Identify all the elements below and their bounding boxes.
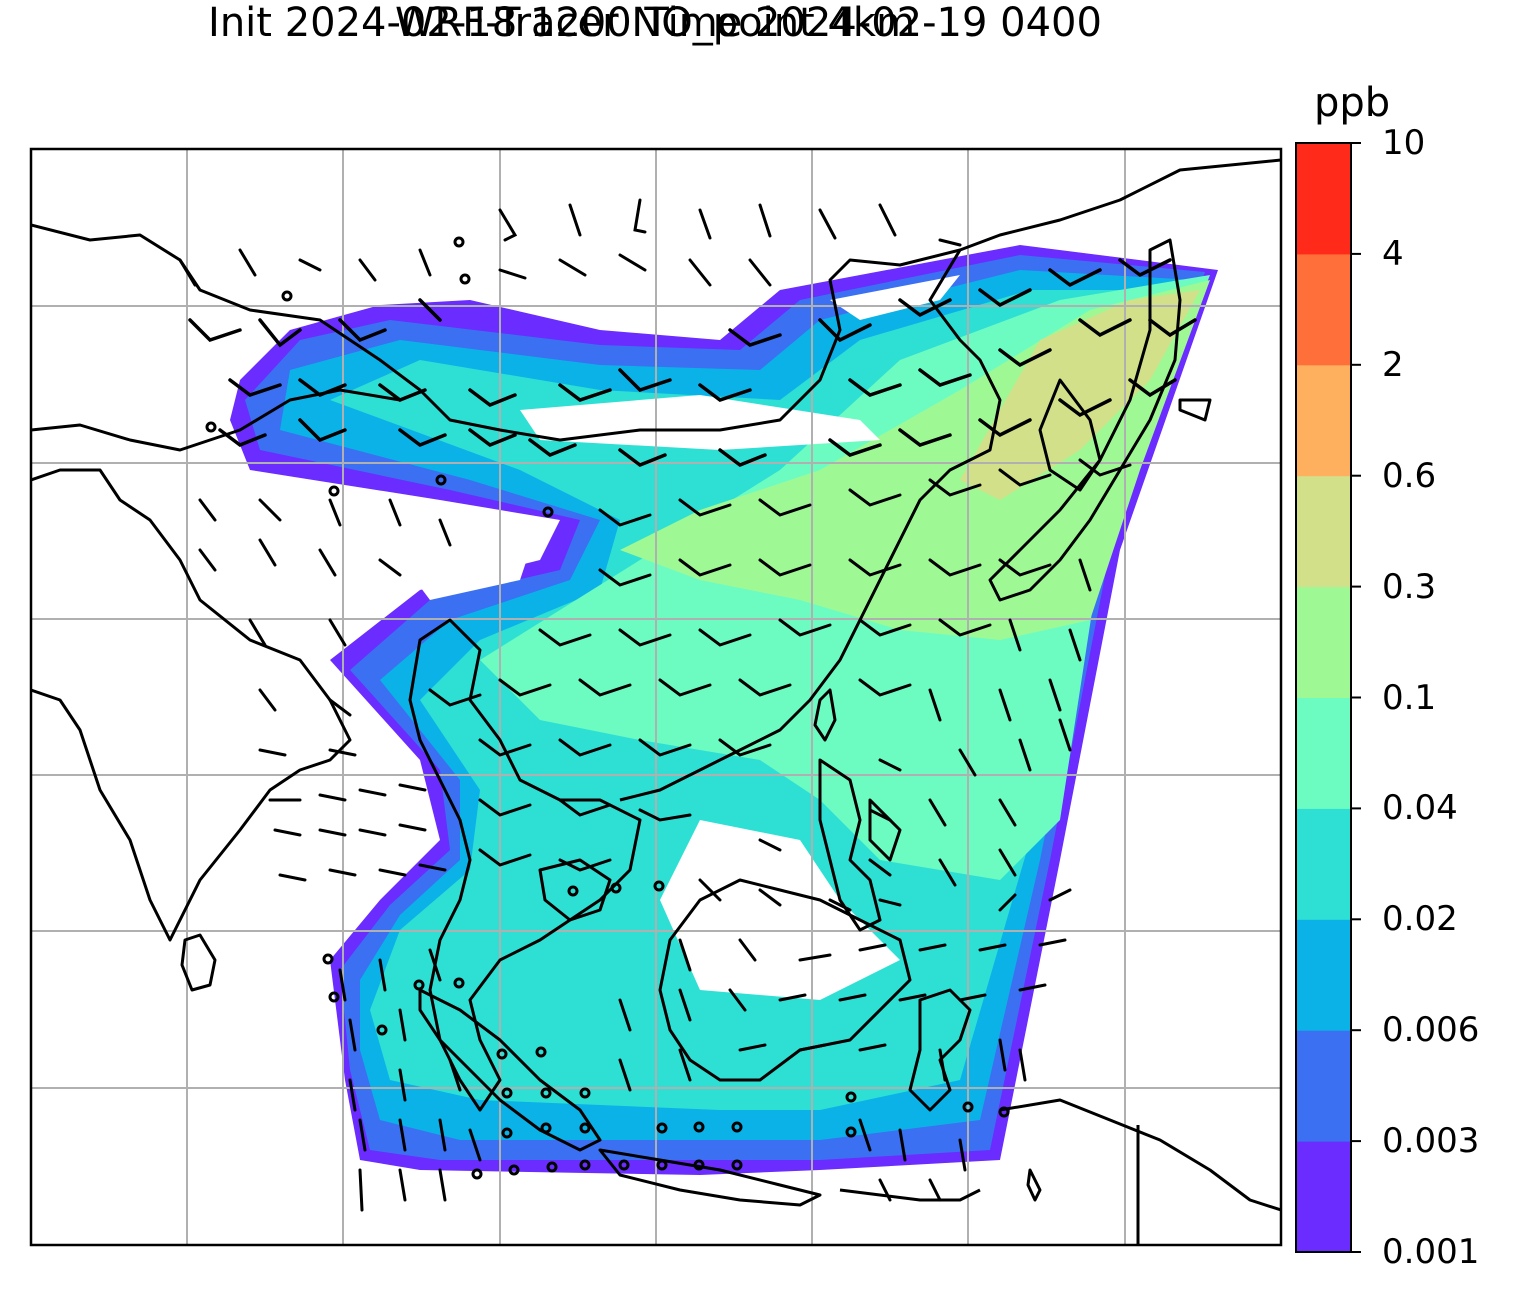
- wind-barb-row-1: [498, 198, 897, 242]
- map-axes-frame: [29, 147, 1283, 1247]
- colorbar-tick-label: 0.3: [1382, 566, 1437, 607]
- colorbar-tick-label: 0.6: [1382, 455, 1437, 496]
- wind-barb-row-12: [273, 823, 1017, 887]
- colorbar-unit-label: ppb: [1314, 80, 1391, 126]
- wind-barb-row-8: [248, 618, 1082, 662]
- colorbar-segment: [1296, 919, 1351, 1031]
- colorbar-segment: [1296, 253, 1351, 366]
- colorbar-tick-label: 0.1: [1382, 677, 1437, 718]
- colorbar: [1295, 142, 1361, 1253]
- colorbar-tick-label: 0.02: [1382, 899, 1458, 940]
- wind-barb-row-6: [198, 458, 1132, 547]
- map-title-line2: Init 2024-02-18 1200 Time 2024-02-19 040…: [208, 0, 1102, 46]
- colorbar-tick-label: 10: [1382, 123, 1426, 163]
- wind-barb-row-5: [218, 378, 1177, 467]
- colorbar-segment: [1296, 808, 1351, 920]
- tracer-band-03: [960, 290, 1200, 500]
- colorbar-segment: [1296, 697, 1351, 809]
- colorbar-segment: [1296, 1141, 1351, 1253]
- wind-barb-row-14: [338, 938, 1067, 1002]
- colorbar-segment: [1296, 586, 1351, 698]
- colorbar-segment: [1296, 1030, 1351, 1142]
- map-title-line1: WRF-Tracer NO_point 4km: [394, 0, 916, 46]
- calm-wind-circles: [205, 236, 1010, 1180]
- wind-barb-row-4: [228, 318, 1197, 407]
- colorbar-tick-label: 0.003: [1382, 1121, 1480, 1162]
- wind-barb-row-16: [348, 1038, 1027, 1112]
- colorbar-segment: [1296, 364, 1351, 477]
- colorbar-tick-label: 0.04: [1382, 788, 1458, 829]
- wind-barb-row-9: [258, 678, 1062, 722]
- wind-barb-row-3: [188, 258, 1172, 348]
- colorbar-segment: [1296, 475, 1351, 588]
- wind-barb-row-18: [358, 1168, 942, 1212]
- wind-barb-row-15: [348, 983, 1047, 1052]
- tracer-field: [230, 245, 1218, 1175]
- colorbar-tick-label: 2: [1382, 344, 1404, 385]
- colorbar-tick-label: 0.006: [1382, 1010, 1480, 1051]
- colorbar-segment: [1296, 143, 1351, 255]
- wind-barb-row-11: [268, 783, 1017, 827]
- wind-barb-row-17: [358, 1118, 967, 1172]
- wind-barb-row-13: [278, 863, 1072, 912]
- wind-barb-row-10: [258, 718, 1072, 777]
- wind-barb-row-7: [198, 538, 1092, 592]
- wind-barbs: [178, 198, 1197, 1212]
- colorbar-tick-label: 0.001: [1382, 1232, 1480, 1272]
- coastlines: [31, 158, 1281, 1245]
- colorbar-tick-label: 4: [1382, 233, 1404, 274]
- wind-barb-row-2: [178, 238, 962, 287]
